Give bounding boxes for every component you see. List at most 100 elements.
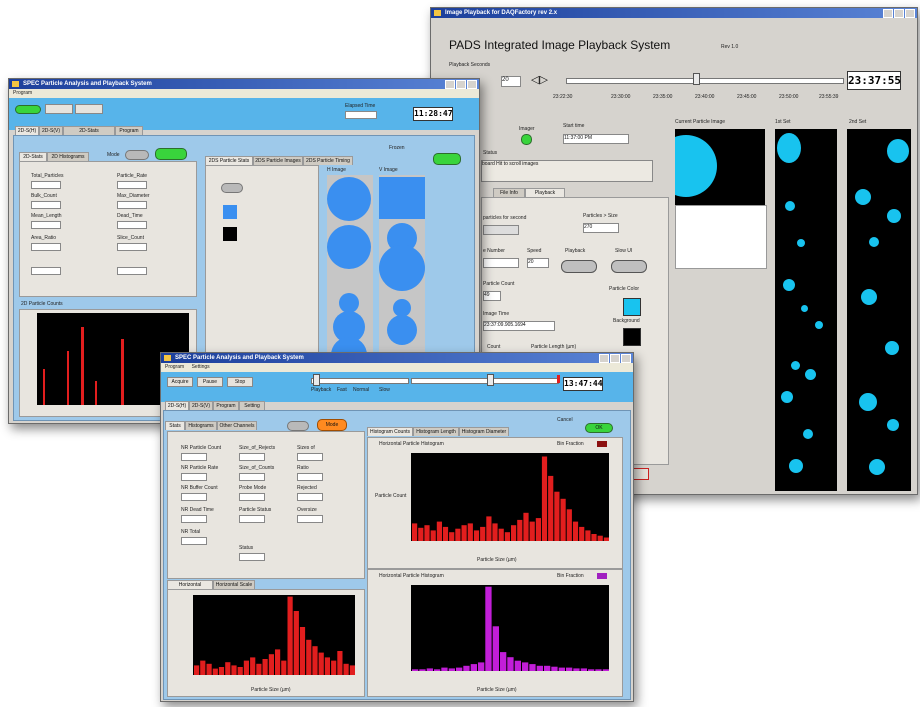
tab-program[interactable]: Program — [115, 126, 143, 135]
stat-label: NR Particle Count — [181, 445, 222, 451]
stat-field — [181, 537, 207, 545]
stat-label: Size_of_Counts — [239, 465, 275, 471]
particle-color-swatch[interactable] — [623, 298, 641, 316]
subtab-histograms[interactable]: Histograms — [185, 421, 217, 430]
histogram-bar — [281, 660, 287, 675]
analysis-titlebar[interactable]: SPEC Particle Analysis and Playback Syst… — [9, 79, 479, 89]
acquire-button[interactable]: Acquire — [167, 377, 193, 387]
tab-2ds-h[interactable]: 2D-S(H) — [165, 401, 189, 410]
pause-button[interactable] — [45, 104, 73, 114]
start-time-field[interactable]: 11:37:00 PM — [563, 134, 629, 144]
color-swatch-blue[interactable] — [223, 205, 237, 219]
histogram-bar — [275, 649, 281, 675]
acquire-button[interactable] — [15, 105, 41, 114]
playback-heading: PADS Integrated Image Playback System — [449, 38, 671, 52]
mode-toggle[interactable] — [287, 421, 309, 431]
menu-program[interactable]: Program — [165, 364, 185, 370]
color-swatch-black[interactable] — [223, 227, 237, 241]
menu-settings[interactable]: Settings — [191, 364, 210, 370]
tab-horizontal-diameter[interactable]: Horizontal Diameter — [167, 580, 213, 596]
playback-titlebar[interactable]: Image Playback for DAQFactory rev 2.x — [431, 8, 917, 18]
timeline-slider-track[interactable] — [566, 78, 844, 84]
minimize-button[interactable] — [883, 9, 893, 18]
close-button[interactable] — [467, 80, 477, 89]
current-image-label: Current Particle Image — [675, 119, 726, 125]
maximize-button[interactable] — [610, 354, 620, 363]
close-button[interactable] — [905, 9, 915, 18]
subtab-stats[interactable]: Stats — [165, 421, 185, 430]
tab-2ds-v[interactable]: 2D-S(V) — [189, 401, 213, 410]
stop-button[interactable] — [75, 104, 103, 114]
tab-label: 2D-S(V) — [41, 128, 61, 134]
image-number-field[interactable] — [483, 258, 519, 268]
background-color-swatch[interactable] — [623, 328, 641, 346]
mode-button[interactable]: Mode — [317, 419, 347, 431]
particle-blob — [327, 225, 371, 269]
tab-horizontal-scale[interactable]: Horizontal Scale — [213, 580, 255, 589]
chart-bar — [81, 327, 84, 405]
particle-blob — [785, 201, 795, 211]
tab-2d-stats[interactable]: 2D-Stats — [63, 126, 115, 135]
subtab-2d-histograms[interactable]: 2D Histograms — [47, 152, 89, 161]
analysis-clock: 11:28:47 — [413, 107, 453, 121]
histogram-bar — [585, 530, 591, 541]
tab-label: Setting — [244, 403, 260, 409]
tab-setting[interactable]: Setting — [239, 401, 265, 410]
tab-playback[interactable]: Playback — [525, 188, 565, 197]
stat-field — [31, 243, 61, 251]
image-time-value: 23:37:09.905.1694 — [484, 322, 526, 328]
histogram-bar — [412, 669, 419, 671]
freeze-toggle[interactable] — [221, 183, 243, 193]
minimize-button[interactable] — [599, 354, 609, 363]
timeline-tick: 23:35:00 — [653, 94, 673, 100]
stop-button[interactable]: Stop — [227, 377, 253, 387]
maximize-button[interactable] — [894, 9, 904, 18]
playback-direction-control[interactable]: ◁▷ — [531, 74, 548, 86]
tab-file-info[interactable]: File Info — [493, 188, 525, 197]
time-slider-thumb[interactable] — [487, 374, 494, 386]
status-label: Status — [483, 150, 498, 156]
playback-toggle-switch[interactable] — [561, 260, 597, 273]
slider-tick: Playback — [311, 387, 332, 393]
menu-program[interactable]: Program — [13, 90, 33, 96]
tab-particle-timing[interactable]: 2DS Particle Timing — [303, 156, 353, 165]
speed-field[interactable]: 20 — [527, 258, 549, 268]
tab-2ds-h[interactable]: 2D-S(H) — [15, 126, 39, 135]
timeline-slider-thumb[interactable] — [693, 73, 700, 85]
chart-bar — [121, 339, 124, 405]
ok-button[interactable]: OK — [585, 423, 613, 433]
particles-gt-size-field[interactable]: 270 — [583, 223, 619, 233]
ok-button[interactable] — [433, 153, 461, 165]
subtab-other-channels[interactable]: Other Channels — [217, 421, 257, 430]
tab-program[interactable]: Program — [213, 401, 239, 410]
subtab-2d-stats[interactable]: 2D-Stats — [19, 152, 47, 161]
status-toggle[interactable] — [155, 148, 187, 160]
maximize-button[interactable] — [456, 80, 466, 89]
tab-particle-stats[interactable]: 2DS Particle Stats — [205, 156, 253, 165]
playback-seconds-label: Playback Seconds — [449, 62, 491, 68]
timeline-tick: 23:22:30 — [553, 94, 573, 100]
particles-per-second-field[interactable] — [483, 225, 519, 235]
particle-block — [379, 177, 425, 219]
background-label: Background — [613, 318, 640, 324]
h-image-label: H Image — [327, 167, 346, 173]
histogram-bar — [492, 626, 499, 671]
mode-toggle[interactable] — [125, 150, 149, 160]
time-slider[interactable] — [411, 378, 559, 384]
subtab-label: Histograms — [188, 423, 214, 429]
seconds-input[interactable]: 20 — [501, 76, 521, 87]
tab-2ds-v[interactable]: 2D-S(V) — [39, 126, 63, 135]
playback-speed-slider[interactable] — [311, 378, 409, 384]
tab-histogram-counts[interactable]: Histogram Counts — [367, 427, 413, 436]
tab-particle-images[interactable]: 2DS Particle Images — [253, 156, 303, 165]
slow-ui-toggle-switch[interactable] — [611, 260, 647, 273]
tab-histogram-diameter[interactable]: Histogram Diameter — [459, 427, 509, 436]
pause-button[interactable]: Pause — [197, 377, 223, 387]
particle-blob — [781, 391, 793, 403]
histogram-titlebar[interactable]: SPEC Particle Analysis and Playback Syst… — [161, 353, 633, 363]
stat-field — [31, 267, 61, 275]
minimize-button[interactable] — [445, 80, 455, 89]
close-button[interactable] — [621, 354, 631, 363]
tab-histogram-length[interactable]: Histogram Length — [413, 427, 459, 436]
speed-slider-thumb[interactable] — [313, 374, 320, 386]
